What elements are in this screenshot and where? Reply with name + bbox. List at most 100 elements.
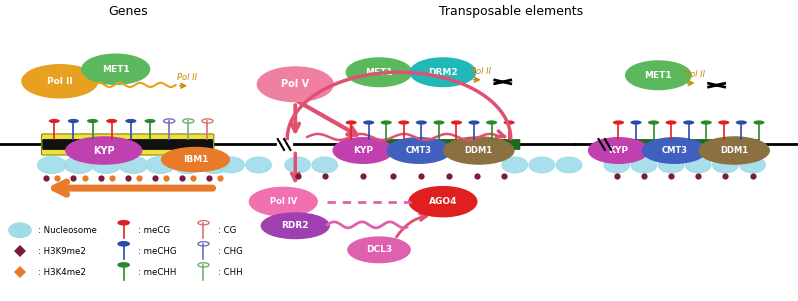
Circle shape [144,119,156,123]
Ellipse shape [285,157,310,173]
Circle shape [363,120,374,125]
Circle shape [49,119,60,123]
Ellipse shape [249,187,317,216]
Ellipse shape [642,138,706,163]
Circle shape [613,120,624,125]
Circle shape [125,119,136,123]
Text: KYP: KYP [93,145,115,156]
Circle shape [630,120,642,125]
Ellipse shape [658,157,684,173]
Text: Transposable elements: Transposable elements [439,5,583,17]
Ellipse shape [346,58,412,87]
Text: Pol II: Pol II [471,67,491,76]
Circle shape [468,120,480,125]
Text: MET1: MET1 [365,68,393,77]
Ellipse shape [200,157,229,173]
Circle shape [648,120,659,125]
Ellipse shape [219,157,244,173]
Ellipse shape [81,54,150,84]
Ellipse shape [529,157,555,173]
Text: : meCG: : meCG [138,226,170,235]
FancyBboxPatch shape [41,134,214,155]
Circle shape [118,242,129,246]
Circle shape [416,120,427,125]
Ellipse shape [631,157,657,173]
Ellipse shape [257,67,333,102]
Ellipse shape [410,58,476,87]
Text: DDM1: DDM1 [464,146,493,155]
Ellipse shape [161,147,230,172]
Ellipse shape [22,65,97,98]
Text: : meCHH: : meCHH [138,268,176,277]
Circle shape [118,263,129,267]
Ellipse shape [685,157,711,173]
Ellipse shape [334,138,393,163]
Circle shape [753,120,764,125]
Ellipse shape [713,157,738,173]
Ellipse shape [38,157,66,173]
Ellipse shape [556,157,582,173]
Ellipse shape [626,61,691,90]
Circle shape [736,120,747,125]
Text: Pol V: Pol V [281,79,310,89]
Text: : CG: : CG [218,226,236,235]
Text: Pol II: Pol II [47,77,73,86]
Circle shape [433,120,444,125]
Ellipse shape [119,157,148,173]
FancyBboxPatch shape [42,139,213,150]
Circle shape [486,120,497,125]
Text: CMT3: CMT3 [406,146,432,155]
Circle shape [346,120,357,125]
Text: RDR2: RDR2 [282,221,309,230]
Text: Pol II: Pol II [685,70,705,79]
Ellipse shape [246,157,271,173]
FancyBboxPatch shape [601,139,760,150]
Circle shape [451,120,462,125]
Text: MET1: MET1 [645,71,672,80]
Circle shape [666,120,677,125]
Text: : H3K9me2: : H3K9me2 [38,247,85,256]
Text: DCL3: DCL3 [366,245,392,254]
Circle shape [106,119,117,123]
Circle shape [718,120,729,125]
Ellipse shape [65,137,142,164]
FancyBboxPatch shape [346,139,520,150]
Text: IBM1: IBM1 [183,155,208,164]
Ellipse shape [502,157,527,173]
Ellipse shape [146,157,175,173]
Ellipse shape [740,157,765,173]
Circle shape [504,120,515,125]
Text: KYP: KYP [353,146,373,155]
Ellipse shape [92,157,120,173]
Ellipse shape [348,237,410,262]
Ellipse shape [173,157,202,173]
Circle shape [68,119,79,123]
Ellipse shape [589,138,648,163]
Text: DRM2: DRM2 [428,68,458,77]
Circle shape [118,221,129,225]
Text: MET1: MET1 [102,65,129,74]
Text: : CHH: : CHH [218,268,243,277]
Ellipse shape [604,157,630,173]
Ellipse shape [699,137,769,164]
Text: CMT3: CMT3 [662,146,687,155]
Text: Pol II: Pol II [177,73,197,82]
Ellipse shape [312,157,338,173]
Text: AGO4: AGO4 [429,197,457,206]
Ellipse shape [409,187,477,217]
Text: Genes: Genes [108,5,148,17]
Text: : H3K4me2: : H3K4me2 [38,268,85,277]
Circle shape [701,120,712,125]
Ellipse shape [261,213,329,238]
Text: : CHG: : CHG [218,247,243,256]
Text: : Nucleosome: : Nucleosome [38,226,97,235]
Circle shape [381,120,392,125]
Text: Pol IV: Pol IV [270,197,297,206]
Ellipse shape [65,157,93,173]
Circle shape [683,120,694,125]
Text: DDM1: DDM1 [720,146,749,155]
Ellipse shape [387,138,451,163]
Text: : meCHG: : meCHG [138,247,176,256]
Circle shape [398,120,409,125]
Text: KYP: KYP [608,146,629,155]
